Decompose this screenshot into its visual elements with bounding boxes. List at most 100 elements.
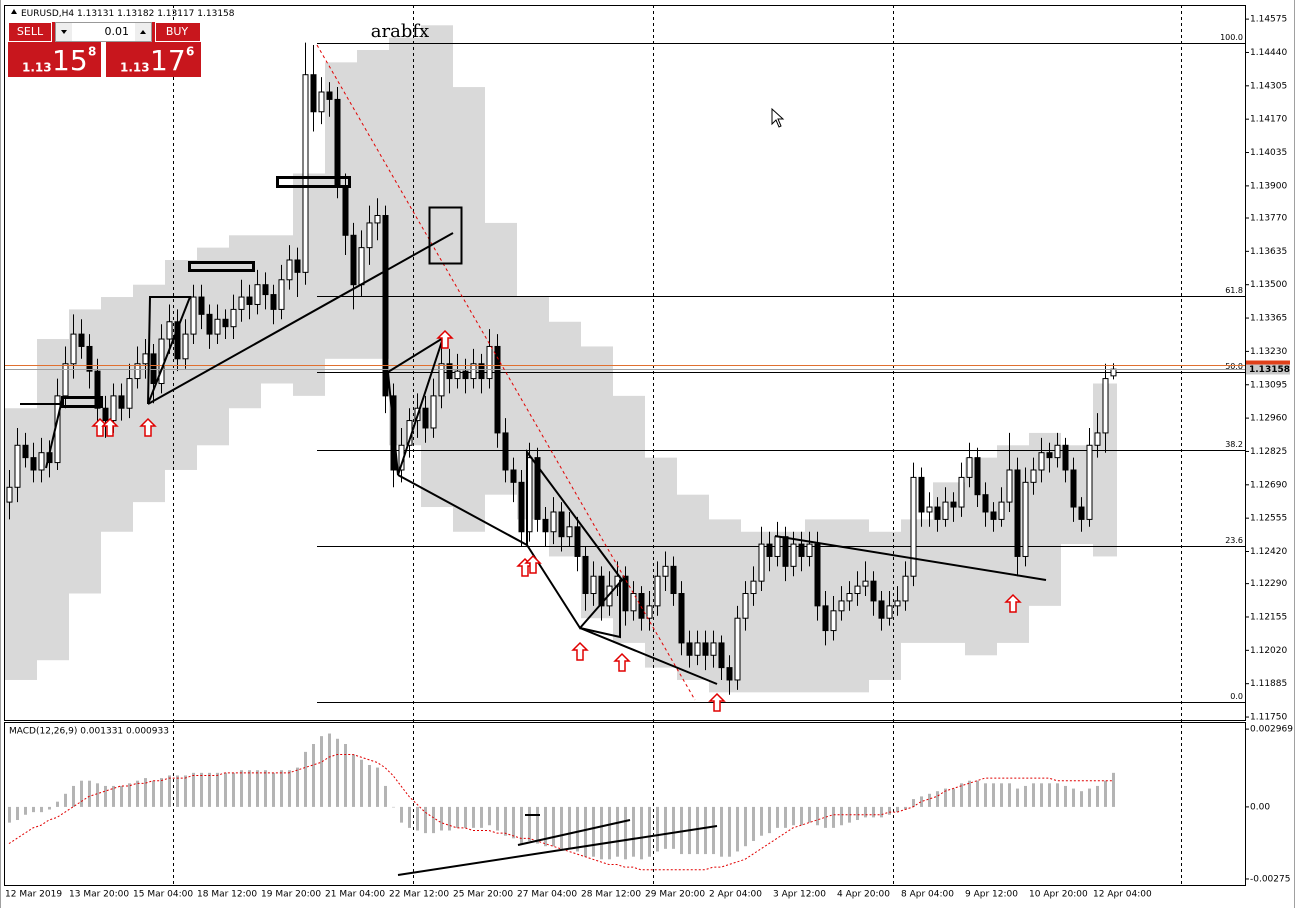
up-arrow <box>436 329 454 349</box>
x-tick-label: 13 Mar 20:00 <box>69 890 129 900</box>
candle-body <box>726 667 733 681</box>
macd-bar <box>248 770 251 807</box>
macd-bar <box>912 799 915 807</box>
macd-bar <box>792 806 795 826</box>
macd-bar <box>576 806 579 852</box>
macd-bar <box>536 806 539 844</box>
sell-price-frac: 8 <box>88 45 96 59</box>
candle-body <box>110 395 117 422</box>
macd-bar <box>424 806 427 834</box>
x-tick-label: 21 Mar 04:00 <box>325 890 385 900</box>
candle-body <box>22 444 29 459</box>
watermark: arabfx <box>371 21 429 42</box>
macd-bar <box>392 806 395 808</box>
up-arrow <box>613 652 631 672</box>
x-tick-label: 27 Mar 04:00 <box>517 890 577 900</box>
y-tick-label: 0.002969 <box>1250 725 1293 735</box>
macd-bar <box>928 793 931 807</box>
candle-body <box>870 580 877 602</box>
lot-up-icon <box>140 30 146 34</box>
candle-body <box>1086 444 1093 520</box>
y-tick-label: 1.13900 <box>1250 181 1287 191</box>
y-tick-label: 1.11885 <box>1250 679 1287 689</box>
collapse-icon[interactable] <box>11 9 17 14</box>
candle-body <box>598 575 605 607</box>
macd-bar <box>560 806 563 849</box>
sell-label[interactable]: SELL <box>17 25 44 38</box>
y-tick-label: 1.12155 <box>1250 612 1287 622</box>
macd-bar <box>968 780 971 807</box>
macd-bar <box>864 806 867 818</box>
candle-body <box>790 543 797 567</box>
candle-body <box>102 407 109 422</box>
candle-body <box>1022 481 1029 557</box>
candle-body <box>550 511 557 533</box>
buy-label[interactable]: BUY <box>166 25 189 38</box>
candle-body <box>902 575 909 602</box>
macd-bar <box>1112 772 1115 807</box>
macd-bar <box>1080 791 1083 807</box>
macd-bar <box>368 764 371 807</box>
candle-body <box>838 600 845 612</box>
macd-bar <box>376 767 379 807</box>
macd-bar <box>496 806 499 831</box>
candle-body <box>886 605 893 619</box>
macd-bar <box>464 806 467 828</box>
macd-bar <box>88 780 91 807</box>
mouse-cursor <box>771 107 785 128</box>
candle-body <box>782 536 789 567</box>
macd-bar <box>880 806 883 818</box>
candle-body <box>758 543 765 582</box>
header-open: 1.13131 <box>77 9 114 19</box>
sell-price-big: 1.13 <box>22 61 52 75</box>
main-frame <box>4 5 1246 721</box>
candle-body <box>1046 452 1053 459</box>
band <box>325 62 357 359</box>
drawn-line <box>579 580 621 639</box>
macd-bar <box>48 806 51 810</box>
candle-body <box>830 610 837 632</box>
up-arrow <box>101 417 119 437</box>
candle-body <box>1102 378 1109 434</box>
macd-bar <box>1104 780 1107 807</box>
x-tick-label: 4 Apr 20:00 <box>837 890 890 900</box>
drawings <box>20 44 1047 876</box>
candle-body <box>118 395 125 409</box>
macd-bar <box>512 806 515 839</box>
sell-button[interactable] <box>8 22 52 42</box>
macd-bar <box>760 806 763 836</box>
macd-bar <box>232 772 235 807</box>
band <box>5 408 37 680</box>
candle-body <box>302 74 309 273</box>
candle-body <box>678 593 685 644</box>
macd-bar <box>64 793 67 807</box>
candle-body <box>294 259 301 273</box>
lot-value[interactable]: 0.01 <box>105 25 130 38</box>
header-high: 1.13182 <box>117 9 154 19</box>
macd-bar <box>328 733 331 807</box>
macd-bar <box>432 806 435 834</box>
macd-bar <box>160 778 163 807</box>
macd-bar <box>936 791 939 807</box>
candle-body <box>502 432 509 471</box>
macd-bar <box>920 796 923 807</box>
candle-body <box>230 308 237 328</box>
macd-bar <box>1056 783 1059 807</box>
chart-header: EURUSD,H4 1.13131 1.13182 1.13117 1.1315… <box>21 9 235 19</box>
candle-body <box>278 279 285 310</box>
trend-line <box>316 44 696 701</box>
drawn-rectangle <box>188 261 255 272</box>
candle-body <box>862 580 869 587</box>
buy-button[interactable] <box>155 22 201 42</box>
candle-body <box>878 600 885 619</box>
lot-field[interactable] <box>55 22 152 42</box>
macd-bar <box>544 806 547 847</box>
macd-bar <box>568 806 571 849</box>
macd-bar <box>728 806 731 857</box>
up-arrow <box>571 641 589 661</box>
candle-body <box>206 313 213 335</box>
lot-down-icon <box>61 30 67 34</box>
x-tick-label: 3 Apr 12:00 <box>773 890 826 900</box>
candle-body <box>894 600 901 607</box>
macd-bar <box>1040 783 1043 807</box>
